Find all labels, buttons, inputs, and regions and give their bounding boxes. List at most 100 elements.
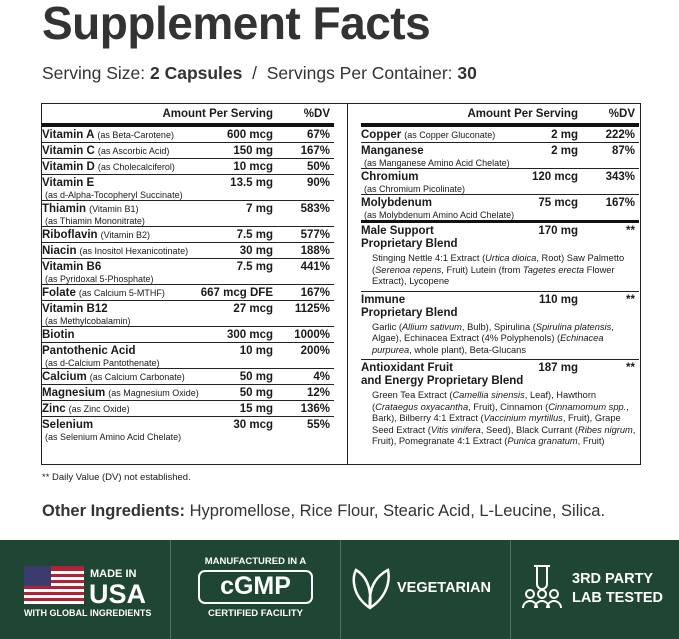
nutrient-name: Copper — [361, 129, 402, 141]
right-column: Amount Per Serving %DV Copper (as Copper Gl… — [361, 103, 639, 451]
amount: 120 mcg — [531, 171, 578, 183]
nutrient-row: Folate (as Calcium 5-MTHF) 667 mcg DFE 167% — [42, 285, 334, 301]
nutrient-source: (as Cholecalciferol) — [97, 162, 175, 172]
header-cell: %DV — [608, 108, 635, 120]
amount: 30 mcg — [233, 419, 273, 431]
daily-value: 4% — [313, 371, 330, 383]
amount: 187 mg — [538, 362, 578, 374]
nutrient-row: Zinc (as Zinc Oxide) 15 mg 136% — [42, 401, 334, 417]
ingredient-text: , Leaf), Hawthorn ( — [372, 390, 597, 412]
ingredient-text: Tagetes erecta — [522, 264, 585, 275]
nutrient-name: Vitamin B12 — [42, 303, 108, 315]
nutrient-source: (Vitamin B2) — [100, 230, 150, 240]
ingredient-text: Vaccinium myrtillus — [483, 413, 563, 423]
blend: Antioxidant Fruit and Energy Proprietary … — [361, 360, 639, 451]
nutrient-source: (as d-Alpha-Tocopheryl Succinate) — [45, 190, 183, 200]
nutrient-row: Vitamin B12 (as Methylcobalamin) 27 mcg 112… — [42, 301, 334, 327]
nutrient-source: (as Copper Gluconate) — [404, 130, 496, 140]
amount: 150 mg — [233, 145, 273, 157]
ingredient-text: , Seed), Black Currant ( — [480, 424, 578, 435]
nutrient-source: (as Thiamin Mononitrate) — [45, 216, 145, 226]
amount: 110 mg — [539, 293, 578, 306]
nutrient-row: Calcium (as Calcium Carbonate) 50 mg 4% — [42, 369, 334, 385]
blend-name: Proprietary Blend — [361, 306, 458, 319]
amount: 50 mg — [239, 371, 273, 383]
ingredient-text: , Bulb), Spirulina ( — [461, 321, 536, 332]
nutrient-name: Manganese — [361, 145, 424, 157]
daily-value: ** — [626, 362, 635, 374]
daily-value: 167% — [300, 287, 330, 299]
leaf-icon — [352, 568, 390, 610]
blend-name: Immune — [361, 293, 406, 306]
blend-name: and Energy Proprietary Blend — [361, 375, 524, 387]
amount: 10 mg — [239, 345, 273, 357]
badge-text: USA — [89, 579, 147, 609]
nutrient-name: Riboflavin — [42, 229, 98, 241]
cgmp-frame — [198, 570, 313, 604]
amount: 300 mcg — [226, 329, 273, 341]
nutrient-row: Magnesium (as Magnesium Oxide) 50 mg 12% — [42, 385, 334, 401]
ingredient-text: , Fruit), Pomegranate 4:1 Extract ( — [372, 424, 636, 447]
badge-text: WITH GLOBAL INGREDIENTS — [24, 608, 152, 618]
flag-icon — [24, 566, 84, 604]
nutrient-name: Biotin — [42, 329, 75, 341]
ingredient-text: Vitis vinifera — [430, 424, 481, 435]
blend-name: Male Support — [361, 225, 434, 237]
divider — [170, 540, 171, 639]
nutrient-name: Molybdenum — [361, 197, 432, 209]
ingredient-text: , Fruit), Cinnamon ( — [468, 401, 549, 412]
badge-icons — [24, 565, 562, 610]
daily-value: 1000% — [294, 329, 330, 341]
nutrient-source: (as Magnesium Oxide) — [108, 388, 199, 398]
left-column: Amount Per Serving %DV Vitamin A (as Beta-C… — [42, 103, 334, 442]
blend: Immune Proprietary Blend 110 mg ** Garlic (A… — [361, 292, 639, 360]
divider — [347, 103, 348, 465]
nutrient-source: (as Selenium Amino Acid Chelate) — [45, 432, 182, 442]
label: Servings Per Container: — [266, 63, 453, 83]
daily-value: 67% — [306, 129, 330, 141]
blend-name: Proprietary Blend — [361, 238, 458, 250]
ingredient-text: Punica granatum — [507, 436, 578, 446]
nutrient-source: (Vitamin B1) — [89, 204, 139, 214]
ingredient-text: Garlic ( — [372, 321, 402, 332]
ingredient-text: , Algae), Echinacea Extract (4% Polyphen… — [372, 321, 614, 344]
nutrient-name: Vitamin E — [42, 177, 95, 189]
blend: Male Support Proprietary Blend 170 mg ** Sti… — [361, 223, 639, 292]
nutrient-name: Vitamin B6 — [42, 261, 102, 273]
badge-text: MADE IN — [90, 568, 137, 580]
ingredient-text: Echinacea purpurea — [372, 333, 604, 355]
amount: 600 mcg — [226, 129, 273, 141]
divider — [510, 540, 511, 639]
nutrient-row: Vitamin D (as Cholecalciferol) 10 mcg 50% — [42, 159, 334, 175]
nutrient-name: Pantothenic Acid — [42, 345, 136, 357]
daily-value: 167% — [605, 197, 635, 209]
ingredient-text: Spirulina platensis — [535, 321, 612, 332]
ingredient-text: Cinnamomum spp. — [548, 401, 627, 412]
nutrient-source: (as Beta-Carotene) — [97, 130, 174, 140]
daily-value: 50% — [306, 161, 330, 173]
text: Hypromellose, Rice Flour, Stearic Acid, … — [189, 502, 606, 520]
nutrient-source: (as Molybdenum Amino Acid Chelate) — [364, 210, 515, 220]
nutrient-row: Niacin (as Inositol Hexanicotinate) 30 mg 1… — [42, 243, 334, 259]
daily-value: ** — [626, 225, 635, 237]
amount: 75 mcg — [538, 197, 578, 209]
ingredient-text: Flower Extract), Lycopene — [372, 264, 615, 287]
nutrient-name: Magnesium — [42, 387, 106, 399]
daily-value: 167% — [300, 145, 330, 157]
nutrient-row: Riboflavin (Vitamin B2) 7.5 mg 577% — [42, 227, 334, 243]
ingredient-text: Urtica dioica — [485, 253, 537, 263]
daily-value: 583% — [300, 203, 330, 215]
nutrient-name: Thiamin — [42, 203, 87, 215]
ingredient-text: Ribes nigrum — [578, 424, 633, 435]
divider — [340, 540, 341, 639]
ingredient-text: Green Tea Extract ( — [372, 390, 453, 400]
table-header: Amount Per Serving %DV — [361, 103, 639, 127]
ingredient-text: , Bark), Bilberry 4:1 Extract ( — [372, 401, 629, 424]
nutrient-row: Biotin 300 mcg 1000% — [42, 327, 334, 343]
title: Supplement Facts — [42, 0, 431, 49]
nutrient-source: (as Zinc Oxide) — [68, 404, 130, 414]
badge-text: MANUFACTURED IN A — [204, 556, 307, 567]
header-cell: Amount Per Serving — [162, 108, 273, 120]
amount: 2 mg — [551, 129, 578, 141]
daily-value: 55% — [306, 419, 330, 431]
